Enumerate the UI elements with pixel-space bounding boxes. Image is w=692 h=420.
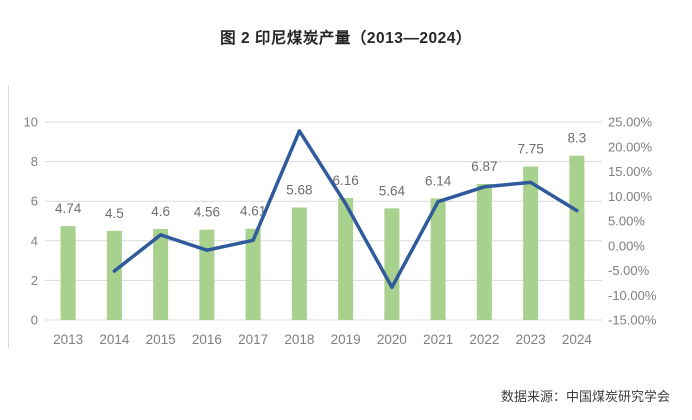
x-axis-label: 2014 <box>99 332 130 347</box>
bar-value-label: 6.87 <box>471 159 497 174</box>
bar-2016 <box>199 229 215 320</box>
right-axis-tick: -5.00% <box>608 263 650 278</box>
x-axis-label: 2018 <box>284 332 314 347</box>
x-axis-label: 2013 <box>53 332 83 347</box>
left-axis-tick: 0 <box>31 313 38 328</box>
bar-value-label: 6.14 <box>425 173 452 188</box>
bar-2014 <box>106 230 122 320</box>
right-axis-tick: 0.00% <box>608 238 645 253</box>
x-axis-label: 2016 <box>192 332 222 347</box>
right-axis-tick: 25.00% <box>608 115 653 130</box>
bar-2020 <box>384 208 400 320</box>
bar-2019 <box>338 198 354 320</box>
x-axis-label: 2020 <box>377 332 407 347</box>
bar-value-label: 4.56 <box>194 205 220 220</box>
left-axis-tick: 10 <box>24 115 38 130</box>
right-axis-tick: 15.00% <box>608 164 653 179</box>
right-axis-tick: 10.00% <box>608 189 653 204</box>
x-axis-label: 2015 <box>146 332 176 347</box>
x-axis-label: 2017 <box>238 332 268 347</box>
x-axis-label: 2023 <box>516 332 546 347</box>
left-axis-tick: 6 <box>31 194 38 209</box>
bar-2021 <box>430 198 446 320</box>
bar-2017 <box>245 228 261 320</box>
bar-value-label: 5.68 <box>286 183 312 198</box>
bar-value-label: 4.5 <box>105 206 124 221</box>
bar-2013 <box>60 226 76 320</box>
right-axis-tick: -15.00% <box>608 313 657 328</box>
data-source: 数据来源：中国煤炭研究学会 <box>500 389 670 404</box>
bar-value-label: 4.74 <box>55 201 82 216</box>
right-axis-tick: 5.00% <box>608 214 645 229</box>
bar-2015 <box>153 228 169 320</box>
chart-title: 图 2 印尼煤炭产量（2013—2024） <box>220 30 472 47</box>
bar-2018 <box>291 207 307 320</box>
bar-value-label: 7.75 <box>517 142 543 157</box>
x-axis-label: 2019 <box>331 332 361 347</box>
bar-value-label: 8.3 <box>567 131 586 146</box>
left-axis-tick: 8 <box>31 154 38 169</box>
bar-2024 <box>569 155 585 320</box>
right-axis-tick: 20.00% <box>608 139 653 154</box>
bar-value-label: 4.61 <box>240 204 266 219</box>
x-axis-label: 2022 <box>469 332 499 347</box>
bar-value-label: 6.16 <box>332 173 358 188</box>
left-axis-tick: 4 <box>31 233 38 248</box>
bar-2023 <box>523 166 539 320</box>
x-axis-label: 2021 <box>423 332 453 347</box>
right-axis-tick: -10.00% <box>608 288 657 303</box>
bar-value-label: 5.64 <box>379 183 406 198</box>
growth-rate-line <box>112 129 579 290</box>
left-axis-tick: 2 <box>31 273 38 288</box>
bar-2022 <box>476 183 492 320</box>
bar-value-label: 4.6 <box>151 204 170 219</box>
x-axis-label: 2024 <box>562 332 593 347</box>
